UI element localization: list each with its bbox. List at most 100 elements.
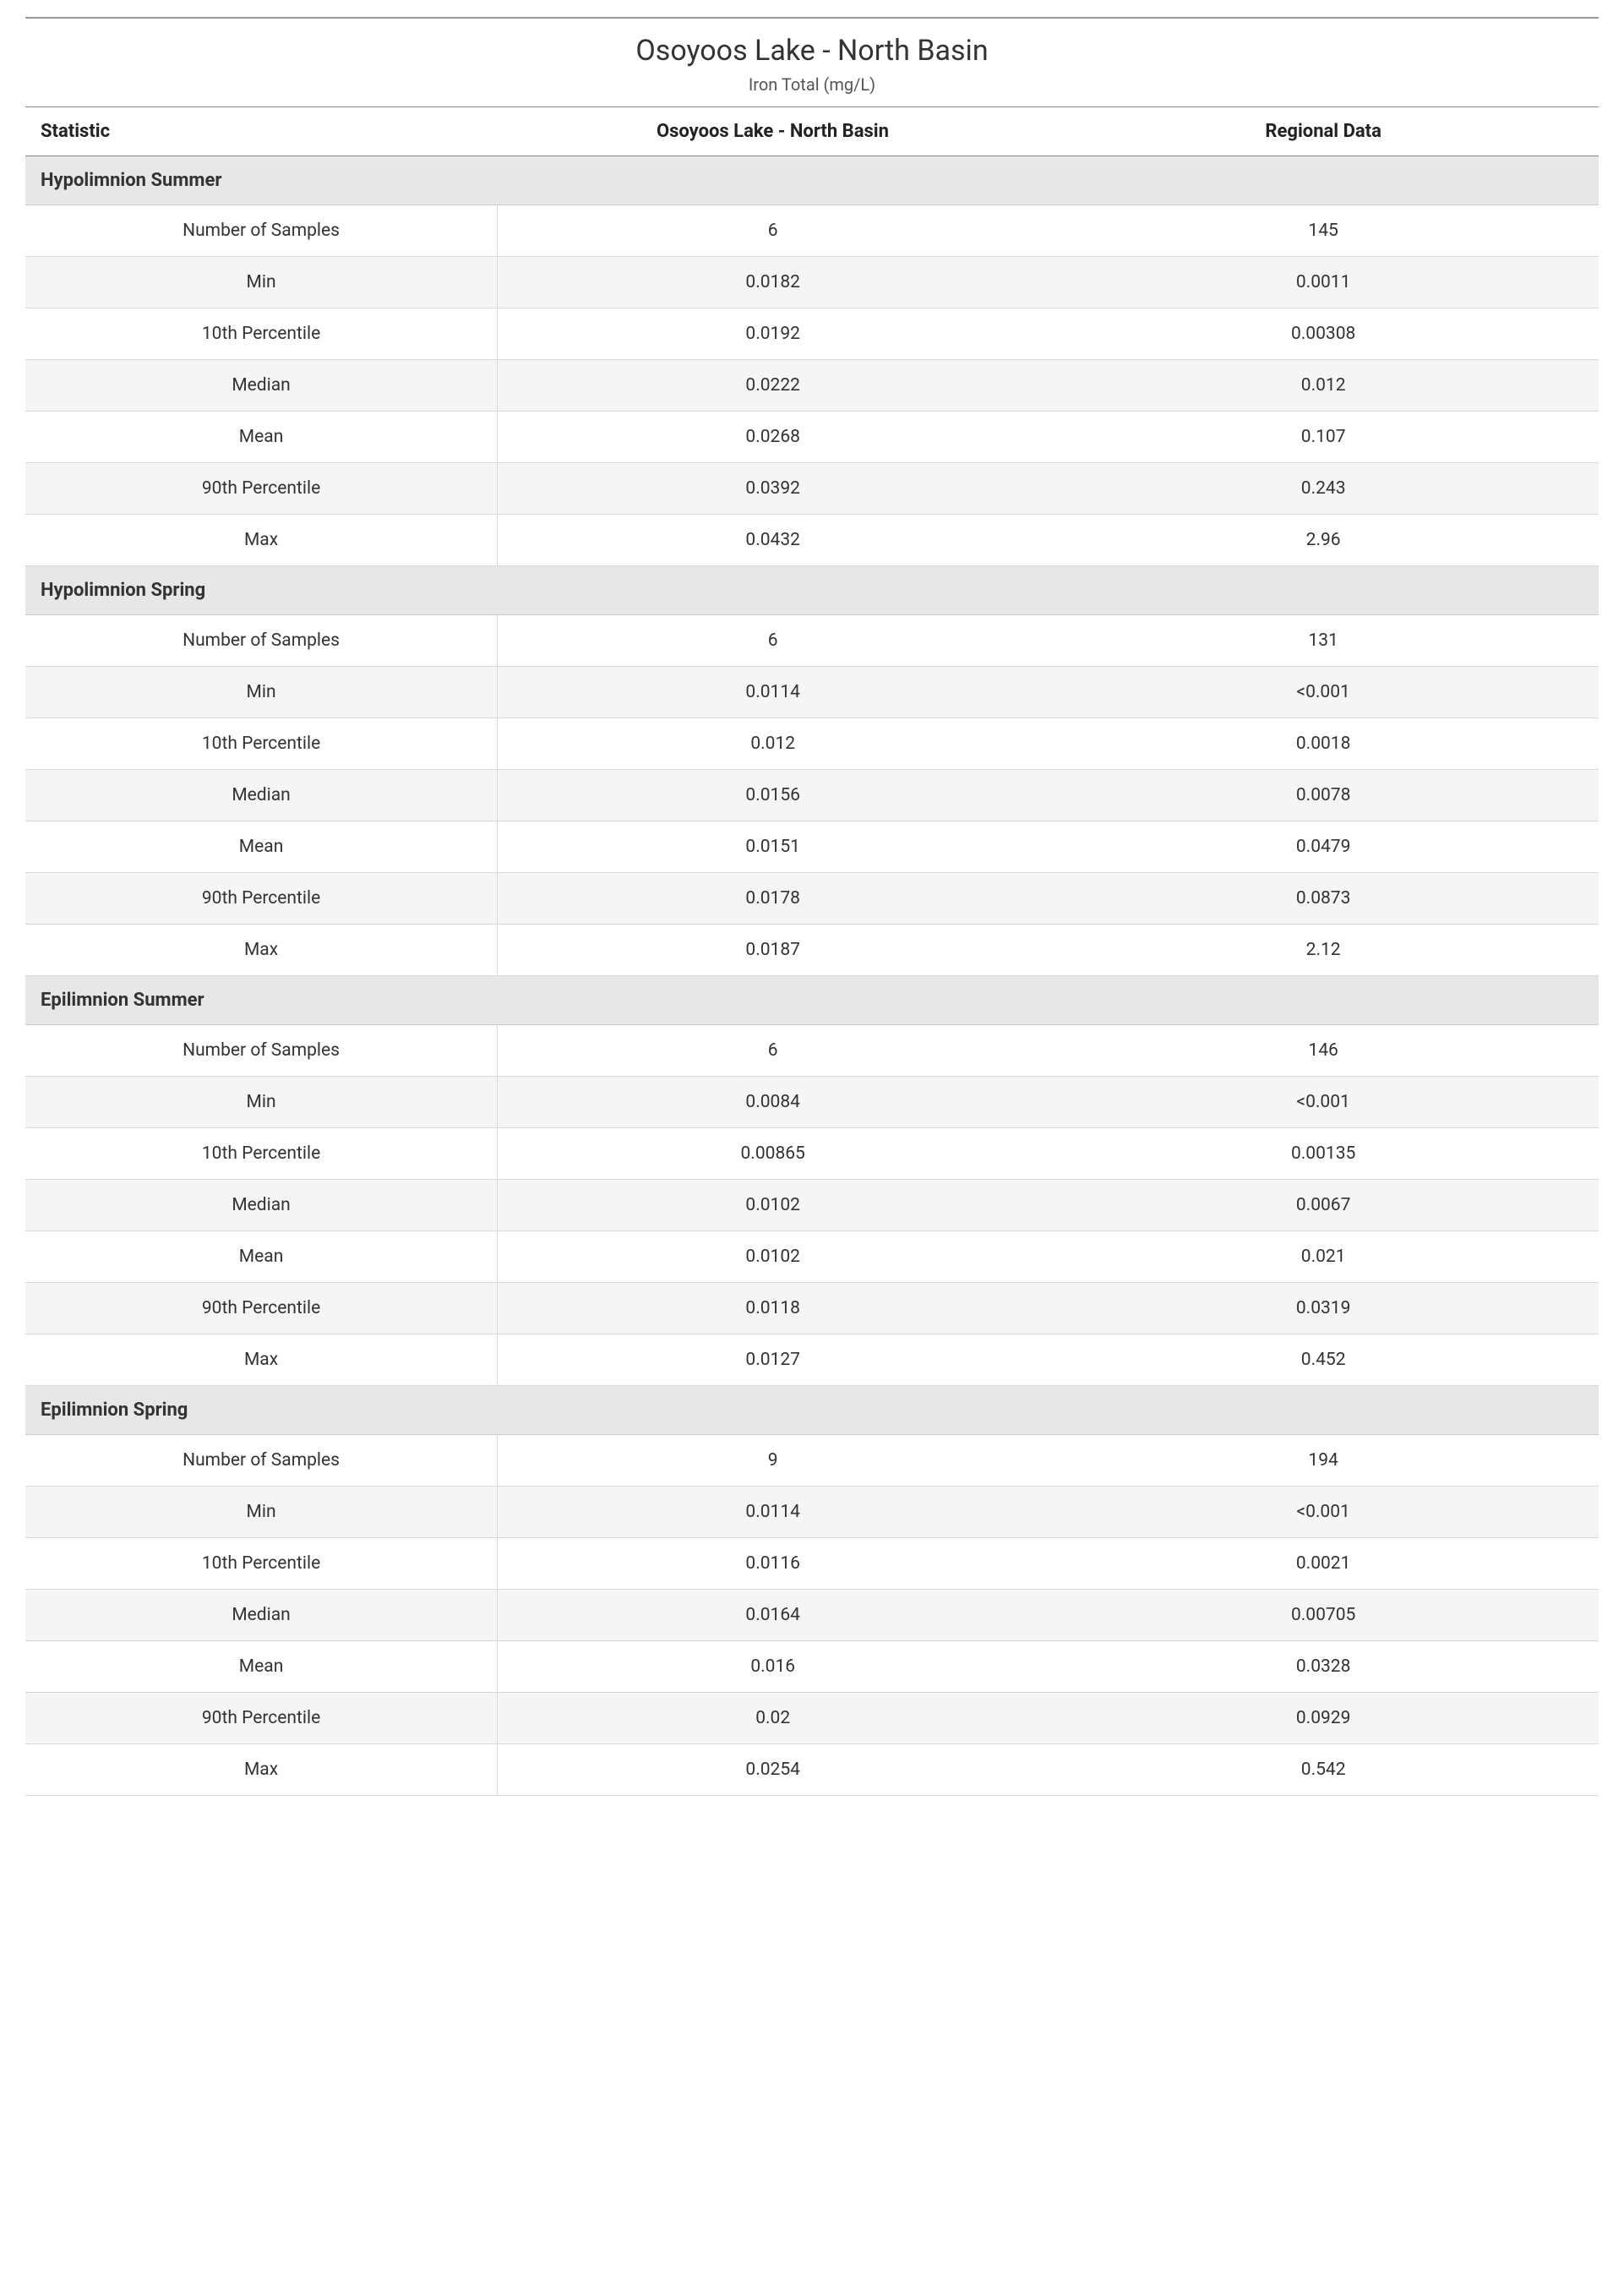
- section-header: Hypolimnion Spring: [25, 566, 1599, 615]
- col-site: Osoyoos Lake - North Basin: [498, 107, 1049, 156]
- report-subtitle: Iron Total (mg/L): [25, 74, 1599, 95]
- col-regional: Regional Data: [1048, 107, 1599, 156]
- site-value: 0.0432: [498, 515, 1049, 566]
- regional-value: 0.0018: [1048, 718, 1599, 770]
- regional-value: 0.0319: [1048, 1283, 1599, 1334]
- site-value: 0.0102: [498, 1231, 1049, 1283]
- stat-label: Number of Samples: [25, 1435, 498, 1487]
- site-value: 0.0164: [498, 1590, 1049, 1641]
- site-value: 0.00865: [498, 1128, 1049, 1180]
- regional-value: 0.542: [1048, 1744, 1599, 1796]
- regional-value: 0.012: [1048, 360, 1599, 412]
- stat-label: Min: [25, 667, 498, 718]
- regional-value: 145: [1048, 205, 1599, 257]
- stat-label: Mean: [25, 412, 498, 463]
- section-name: Hypolimnion Spring: [25, 566, 1599, 615]
- site-value: 0.0114: [498, 1487, 1049, 1538]
- stat-label: Max: [25, 1334, 498, 1386]
- table-row: Min0.0114<0.001: [25, 667, 1599, 718]
- table-row: Median0.01640.00705: [25, 1590, 1599, 1641]
- site-value: 6: [498, 205, 1049, 257]
- regional-value: <0.001: [1048, 1077, 1599, 1128]
- regional-value: 0.0929: [1048, 1693, 1599, 1744]
- site-value: 0.0268: [498, 412, 1049, 463]
- stat-label: 10th Percentile: [25, 308, 498, 360]
- stat-label: Max: [25, 925, 498, 976]
- table-row: 10th Percentile0.008650.00135: [25, 1128, 1599, 1180]
- stat-label: Median: [25, 1180, 498, 1231]
- site-value: 0.0192: [498, 308, 1049, 360]
- site-value: 0.0084: [498, 1077, 1049, 1128]
- regional-value: 0.00308: [1048, 308, 1599, 360]
- stat-label: 90th Percentile: [25, 1693, 498, 1744]
- table-row: Max0.04322.96: [25, 515, 1599, 566]
- table-row: Mean0.0160.0328: [25, 1641, 1599, 1693]
- stat-label: 10th Percentile: [25, 1538, 498, 1590]
- table-row: Median0.01560.0078: [25, 770, 1599, 821]
- table-row: Median0.01020.0067: [25, 1180, 1599, 1231]
- site-value: 0.0254: [498, 1744, 1049, 1796]
- site-value: 6: [498, 1025, 1049, 1077]
- site-value: 6: [498, 615, 1049, 667]
- regional-value: <0.001: [1048, 667, 1599, 718]
- stat-label: Mean: [25, 1641, 498, 1693]
- stat-label: 10th Percentile: [25, 718, 498, 770]
- regional-value: 0.243: [1048, 463, 1599, 515]
- section-header: Hypolimnion Summer: [25, 156, 1599, 205]
- table-row: Number of Samples9194: [25, 1435, 1599, 1487]
- table-header-row: Statistic Osoyoos Lake - North Basin Reg…: [25, 107, 1599, 156]
- stat-label: 10th Percentile: [25, 1128, 498, 1180]
- site-value: 0.0116: [498, 1538, 1049, 1590]
- table-row: Min0.0114<0.001: [25, 1487, 1599, 1538]
- regional-value: 131: [1048, 615, 1599, 667]
- site-value: 0.0187: [498, 925, 1049, 976]
- stat-label: Median: [25, 770, 498, 821]
- table-row: Number of Samples6131: [25, 615, 1599, 667]
- table-row: 90th Percentile0.01780.0873: [25, 873, 1599, 925]
- table-row: 10th Percentile0.0120.0018: [25, 718, 1599, 770]
- section-name: Epilimnion Summer: [25, 976, 1599, 1025]
- regional-value: 0.0078: [1048, 770, 1599, 821]
- stat-label: Number of Samples: [25, 615, 498, 667]
- regional-value: 0.0328: [1048, 1641, 1599, 1693]
- section-header: Epilimnion Spring: [25, 1386, 1599, 1435]
- site-value: 0.0156: [498, 770, 1049, 821]
- regional-value: 146: [1048, 1025, 1599, 1077]
- table-row: Max0.02540.542: [25, 1744, 1599, 1796]
- site-value: 0.0102: [498, 1180, 1049, 1231]
- table-row: 90th Percentile0.03920.243: [25, 463, 1599, 515]
- table-row: Number of Samples6146: [25, 1025, 1599, 1077]
- regional-value: 0.0873: [1048, 873, 1599, 925]
- stat-label: Min: [25, 257, 498, 308]
- table-row: Max0.01270.452: [25, 1334, 1599, 1386]
- section-name: Hypolimnion Summer: [25, 156, 1599, 205]
- title-block: Osoyoos Lake - North Basin Iron Total (m…: [25, 19, 1599, 106]
- table-row: Min0.0084<0.001: [25, 1077, 1599, 1128]
- stat-label: Mean: [25, 821, 498, 873]
- site-value: 0.012: [498, 718, 1049, 770]
- site-value: 9: [498, 1435, 1049, 1487]
- regional-value: 2.96: [1048, 515, 1599, 566]
- site-value: 0.0392: [498, 463, 1049, 515]
- regional-value: <0.001: [1048, 1487, 1599, 1538]
- stat-label: Number of Samples: [25, 205, 498, 257]
- stat-label: Median: [25, 1590, 498, 1641]
- table-row: 90th Percentile0.01180.0319: [25, 1283, 1599, 1334]
- stat-label: Min: [25, 1487, 498, 1538]
- site-value: 0.0178: [498, 873, 1049, 925]
- site-value: 0.0118: [498, 1283, 1049, 1334]
- site-value: 0.0127: [498, 1334, 1049, 1386]
- regional-value: 0.452: [1048, 1334, 1599, 1386]
- stat-label: Max: [25, 1744, 498, 1796]
- stat-label: Max: [25, 515, 498, 566]
- table-row: Median0.02220.012: [25, 360, 1599, 412]
- table-row: Min0.01820.0011: [25, 257, 1599, 308]
- site-value: 0.0151: [498, 821, 1049, 873]
- site-value: 0.0222: [498, 360, 1049, 412]
- regional-value: 0.0021: [1048, 1538, 1599, 1590]
- regional-value: 0.021: [1048, 1231, 1599, 1283]
- stat-label: Number of Samples: [25, 1025, 498, 1077]
- statistics-table: Statistic Osoyoos Lake - North Basin Reg…: [25, 106, 1599, 1796]
- section-name: Epilimnion Spring: [25, 1386, 1599, 1435]
- regional-value: 2.12: [1048, 925, 1599, 976]
